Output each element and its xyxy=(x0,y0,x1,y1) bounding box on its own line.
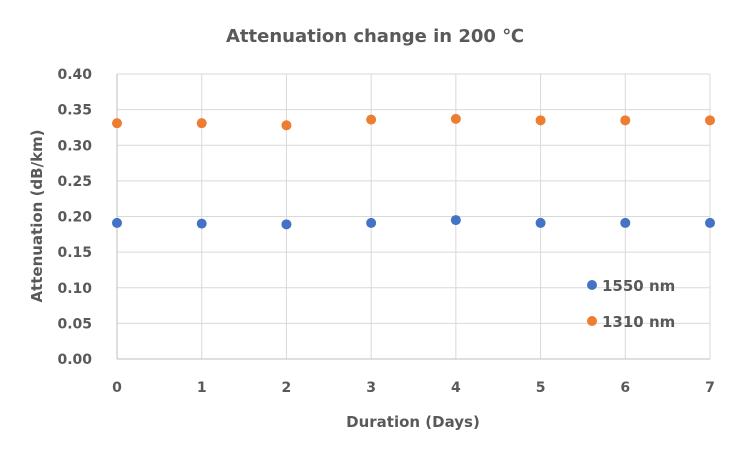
chart-title: Attenuation change in 200 ℃ xyxy=(226,26,524,47)
y-tick-label: 0.25 xyxy=(57,174,92,190)
y-axis-label: Attenuation (dB/km) xyxy=(28,129,46,302)
data-point-1550-nm xyxy=(196,218,207,229)
y-tick-label: 0.20 xyxy=(57,210,92,226)
y-tick-label: 0.40 xyxy=(57,67,92,83)
data-point-1310-nm xyxy=(366,114,377,125)
legend-label: 1310 nm xyxy=(602,313,675,331)
legend-marker xyxy=(587,316,597,326)
x-tick-label: 3 xyxy=(366,380,376,396)
x-tick-label: 4 xyxy=(451,380,461,396)
data-point-1310-nm xyxy=(620,115,631,126)
legend: 1550 nm 1310 nm xyxy=(587,277,675,331)
data-point-1310-nm xyxy=(112,118,122,129)
x-tick-label: 5 xyxy=(536,380,546,396)
data-points xyxy=(112,113,715,230)
y-tick-label: 0.15 xyxy=(57,245,92,261)
data-point-1310-nm xyxy=(281,120,292,131)
tick-labels: 0.00 0.05 0.10 0.15 0.20 0.25 0.30 0.35 0.40 0 1 2 3… xyxy=(57,67,714,396)
data-point-1310-nm xyxy=(450,113,461,124)
y-tick-label: 0.00 xyxy=(57,352,92,368)
data-point-1310-nm xyxy=(535,115,546,126)
y-tick-label: 0.10 xyxy=(57,281,92,297)
x-tick-label: 1 xyxy=(197,380,207,396)
data-point-1310-nm xyxy=(705,115,715,126)
data-point-1550-nm xyxy=(705,217,715,228)
y-tick-label: 0.30 xyxy=(57,138,92,154)
y-tick-label: 0.35 xyxy=(57,103,92,119)
y-tick-label: 0.05 xyxy=(57,316,92,332)
x-tick-label: 0 xyxy=(112,380,122,396)
data-point-1310-nm xyxy=(196,118,207,129)
x-tick-label: 7 xyxy=(705,380,715,396)
x-tick-label: 6 xyxy=(620,380,630,396)
data-point-1550-nm xyxy=(620,217,631,228)
data-point-1550-nm xyxy=(535,217,546,228)
data-point-1550-nm xyxy=(450,215,461,226)
data-point-1550-nm xyxy=(281,219,292,230)
data-point-1550-nm xyxy=(366,217,377,228)
data-point-1550-nm xyxy=(112,217,122,228)
legend-label: 1550 nm xyxy=(602,277,675,295)
x-tick-label: 2 xyxy=(282,380,292,396)
x-axis-label: Duration (Days) xyxy=(346,413,480,431)
legend-marker xyxy=(587,280,597,290)
